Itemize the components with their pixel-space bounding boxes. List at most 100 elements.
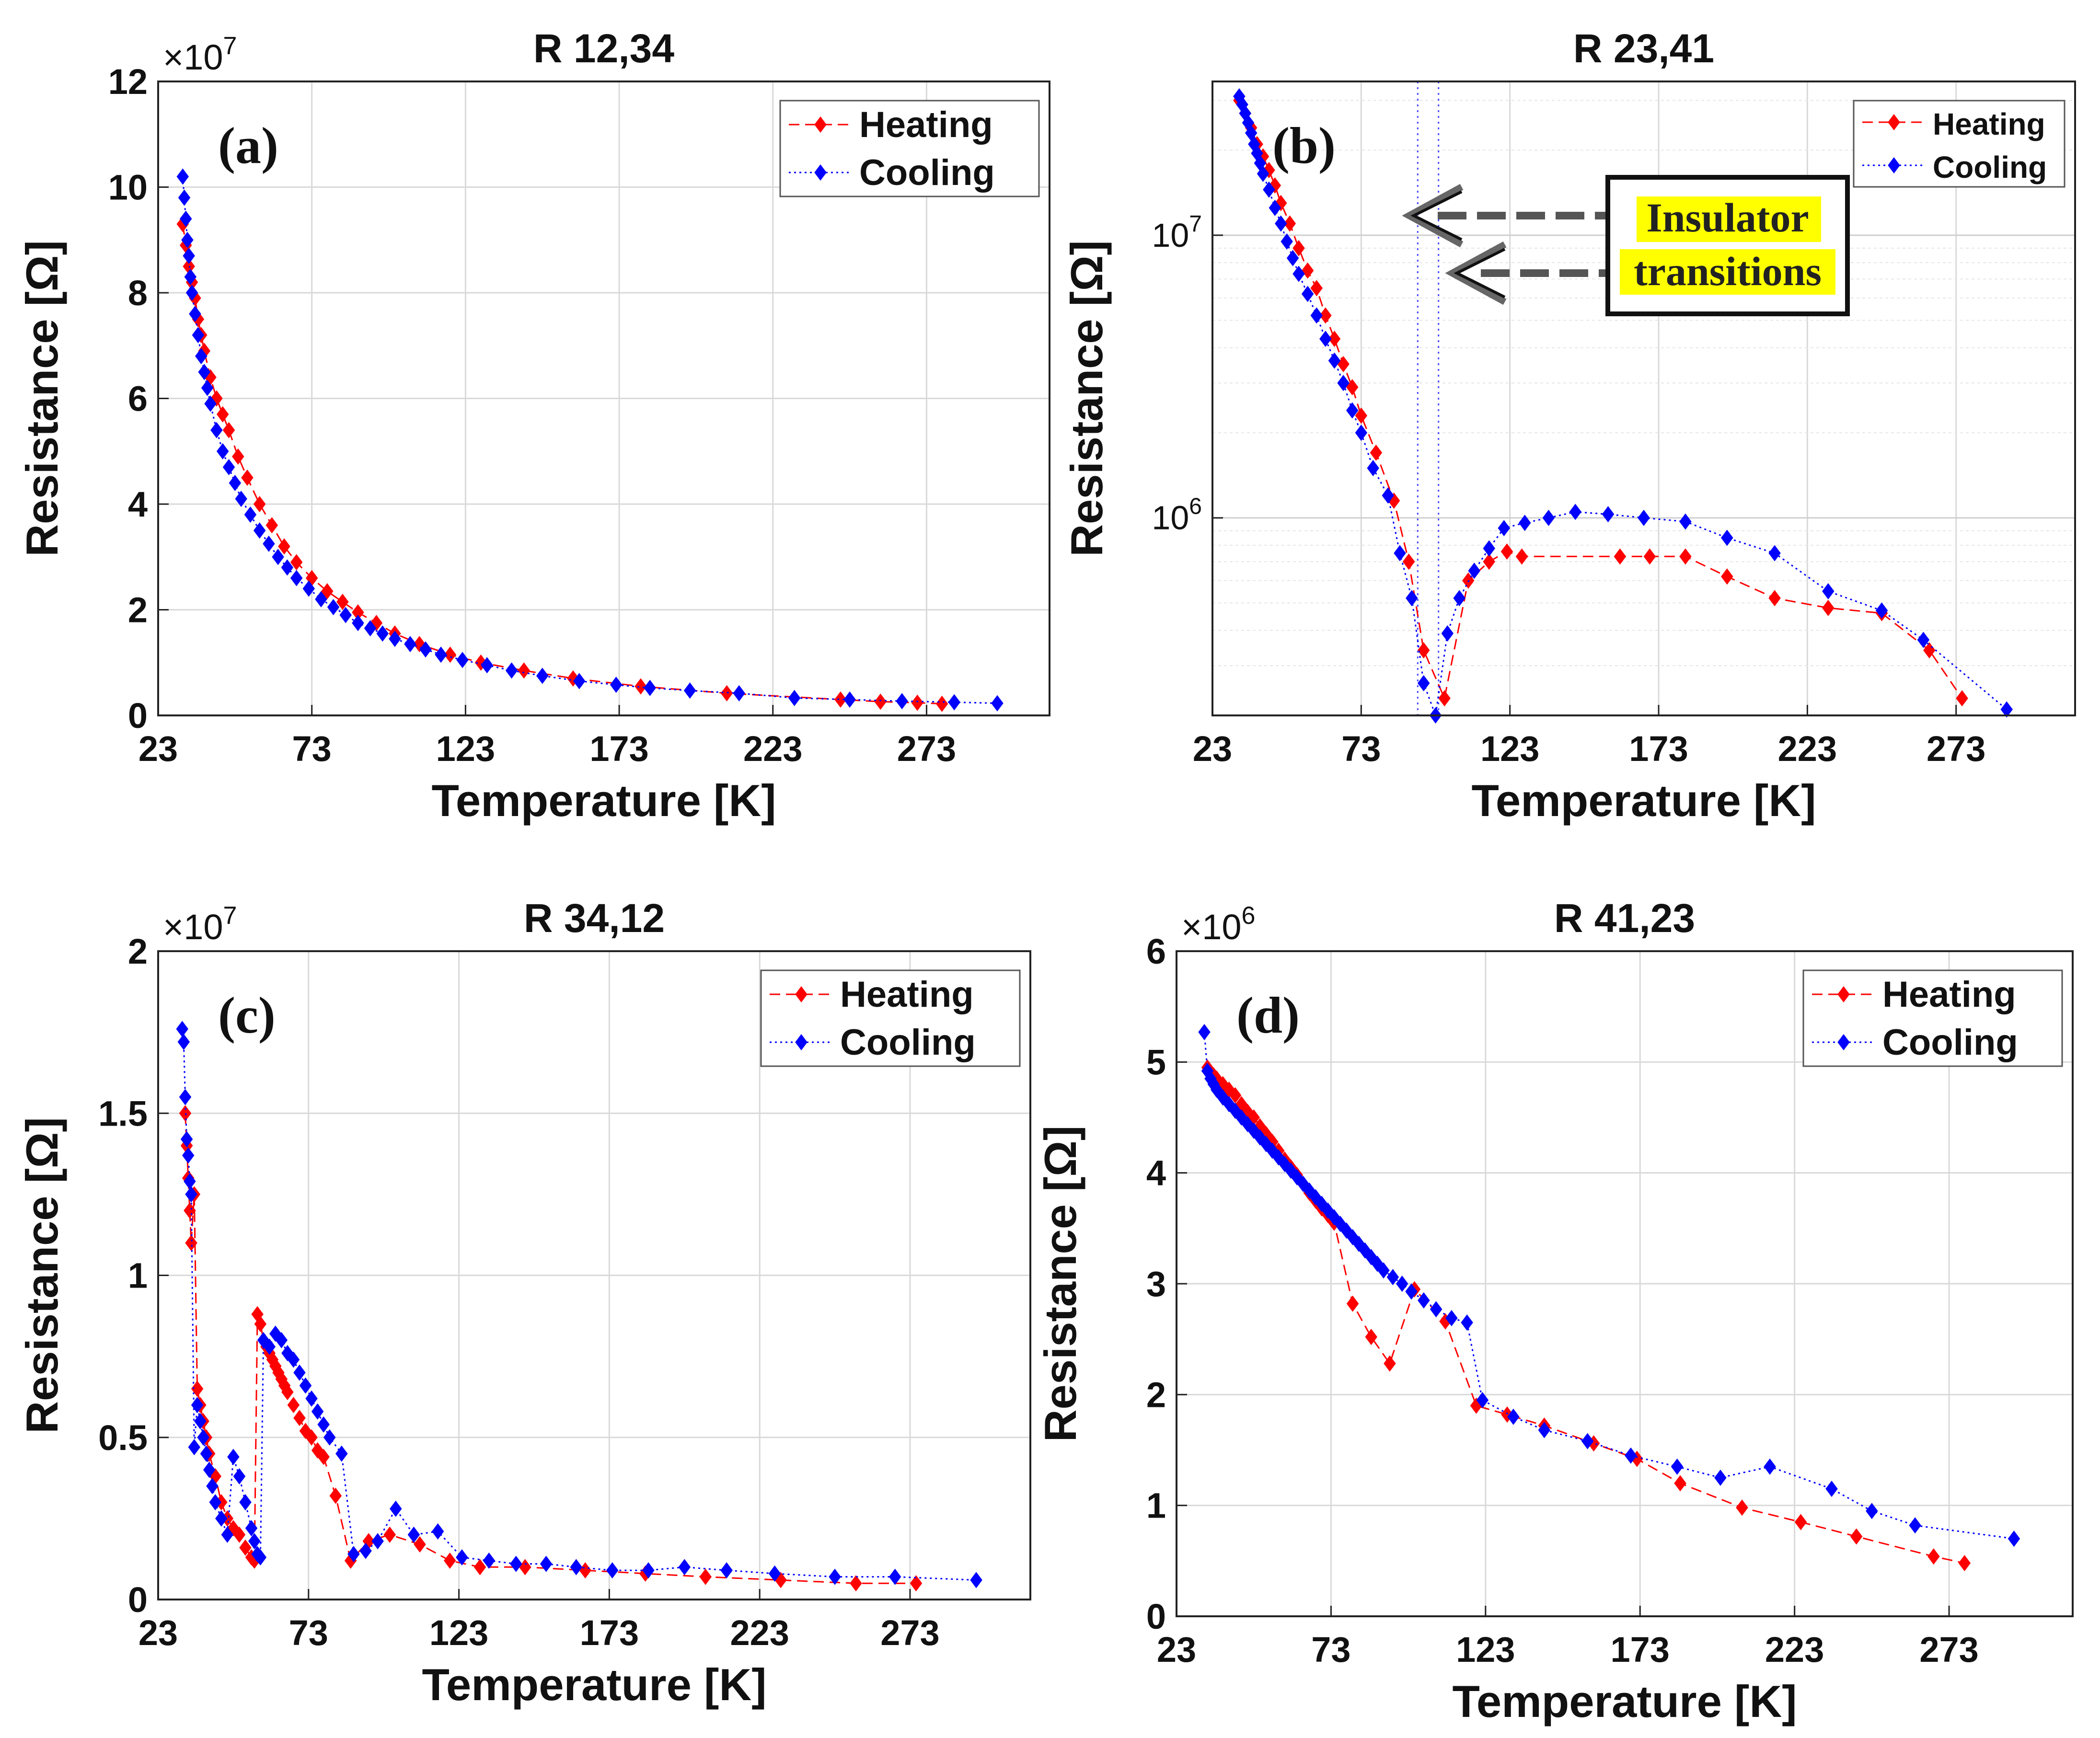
data-point	[444, 646, 457, 663]
data-point	[179, 210, 192, 227]
data-point	[1569, 504, 1581, 520]
y-tick-label: 2	[1146, 1375, 1166, 1415]
data-point	[481, 657, 494, 674]
data-point	[768, 1565, 781, 1582]
data-point	[1382, 487, 1394, 504]
axes-frame	[1212, 81, 2076, 716]
data-point	[1468, 563, 1480, 579]
data-point	[176, 168, 189, 185]
grid	[157, 81, 1050, 716]
data-point	[573, 673, 586, 690]
data-point	[1337, 375, 1350, 391]
data-point	[265, 517, 278, 534]
data-point	[200, 1445, 213, 1462]
data-point	[176, 1021, 188, 1037]
data-point	[185, 1186, 197, 1203]
data-point	[1768, 545, 1781, 562]
y-multiplier-base: ×10	[163, 37, 223, 77]
y-tick-label: 4	[1146, 1153, 1166, 1193]
data-point	[1714, 1469, 1727, 1486]
y-tick-label: 6	[128, 379, 148, 419]
data-point	[1445, 1310, 1458, 1326]
data-point	[317, 1449, 330, 1465]
data-point	[1370, 444, 1383, 461]
y-tick-exponent: 7	[1189, 211, 1202, 237]
x-tick-label: 23	[138, 729, 178, 769]
y-tick-label: 4	[128, 484, 148, 524]
data-point	[185, 1234, 197, 1251]
y-tick-label: 3	[1146, 1264, 1166, 1304]
data-point	[1518, 515, 1531, 531]
data-point	[910, 1575, 923, 1592]
data-point	[407, 1526, 420, 1543]
legend-label-heating: Heating	[840, 974, 974, 1015]
data-point	[183, 258, 195, 275]
data-point	[184, 268, 197, 285]
data-point	[192, 327, 205, 344]
data-point	[209, 1494, 221, 1511]
data-point	[235, 490, 247, 507]
legend-label-cooling: Cooling	[1933, 150, 2047, 184]
data-point	[188, 1439, 201, 1456]
data-point	[1768, 590, 1781, 607]
y-multiplier-exponent: 7	[223, 902, 237, 930]
data-point	[198, 364, 210, 380]
data-point	[1917, 632, 1930, 648]
legend-marker	[814, 116, 827, 133]
y-multiplier-base: ×10	[163, 907, 223, 947]
data-point	[336, 593, 349, 610]
data-point	[389, 631, 401, 647]
data-point	[263, 535, 275, 552]
data-point	[1958, 1554, 1971, 1571]
data-point	[1286, 250, 1299, 266]
data-point	[1292, 265, 1305, 282]
y-tick-label: 6	[1146, 932, 1166, 971]
legend-marker	[814, 164, 827, 181]
data-point	[1365, 1329, 1377, 1346]
chart-title: R 34,12	[524, 896, 665, 941]
data-point	[189, 306, 201, 322]
x-tick-label: 273	[1919, 1630, 1978, 1669]
x-tick-label: 23	[1157, 1630, 1196, 1669]
data-point	[216, 443, 229, 460]
data-point	[383, 1526, 396, 1543]
data-point	[185, 285, 198, 301]
x-tick-label: 223	[1778, 729, 1837, 769]
y-multiplier: ×107	[163, 902, 237, 947]
data-point	[1483, 553, 1495, 570]
data-point	[1794, 1514, 1807, 1531]
panel-a: 23 73 123 173 223 273 0 2 4 6 8 10 12 ×107 R 12,34 Temp…	[17, 26, 1050, 826]
data-point	[2008, 1531, 2020, 1547]
y-tick-label: 0	[128, 1580, 148, 1620]
data-point	[184, 1202, 196, 1219]
x-axis-label: Temperature [K]	[1471, 775, 1816, 826]
data-point	[1198, 1024, 1211, 1040]
data-point	[1822, 599, 1835, 616]
data-point	[1674, 1475, 1686, 1492]
x-tick-label: 273	[880, 1613, 939, 1653]
y-tick-label: 107	[1152, 211, 1202, 254]
data-point	[570, 1559, 583, 1576]
legend-marker	[1837, 1034, 1850, 1050]
data-point	[1319, 331, 1332, 347]
legend: Heating Cooling	[760, 969, 1021, 1067]
y-tick-base: 10	[1152, 499, 1189, 537]
y-tick-label: 1.5	[98, 1093, 148, 1133]
data-point	[1292, 240, 1305, 256]
data-point	[1229, 1087, 1242, 1104]
x-tick-label: 223	[1765, 1630, 1824, 1669]
data-point	[244, 506, 257, 523]
data-point	[829, 1568, 841, 1585]
data-point	[1461, 1314, 1473, 1331]
data-point	[352, 604, 364, 621]
x-axis-label: Temperature [K]	[422, 1659, 766, 1710]
legend-box	[760, 969, 1021, 1067]
annotation-insulator-transitions: Insulator transitions	[1402, 175, 1850, 316]
data-point	[1625, 1447, 1637, 1464]
data-point	[1581, 1433, 1594, 1450]
x-tick-label: 23	[138, 1613, 178, 1653]
data-point	[431, 1523, 444, 1540]
data-point	[275, 1332, 288, 1348]
